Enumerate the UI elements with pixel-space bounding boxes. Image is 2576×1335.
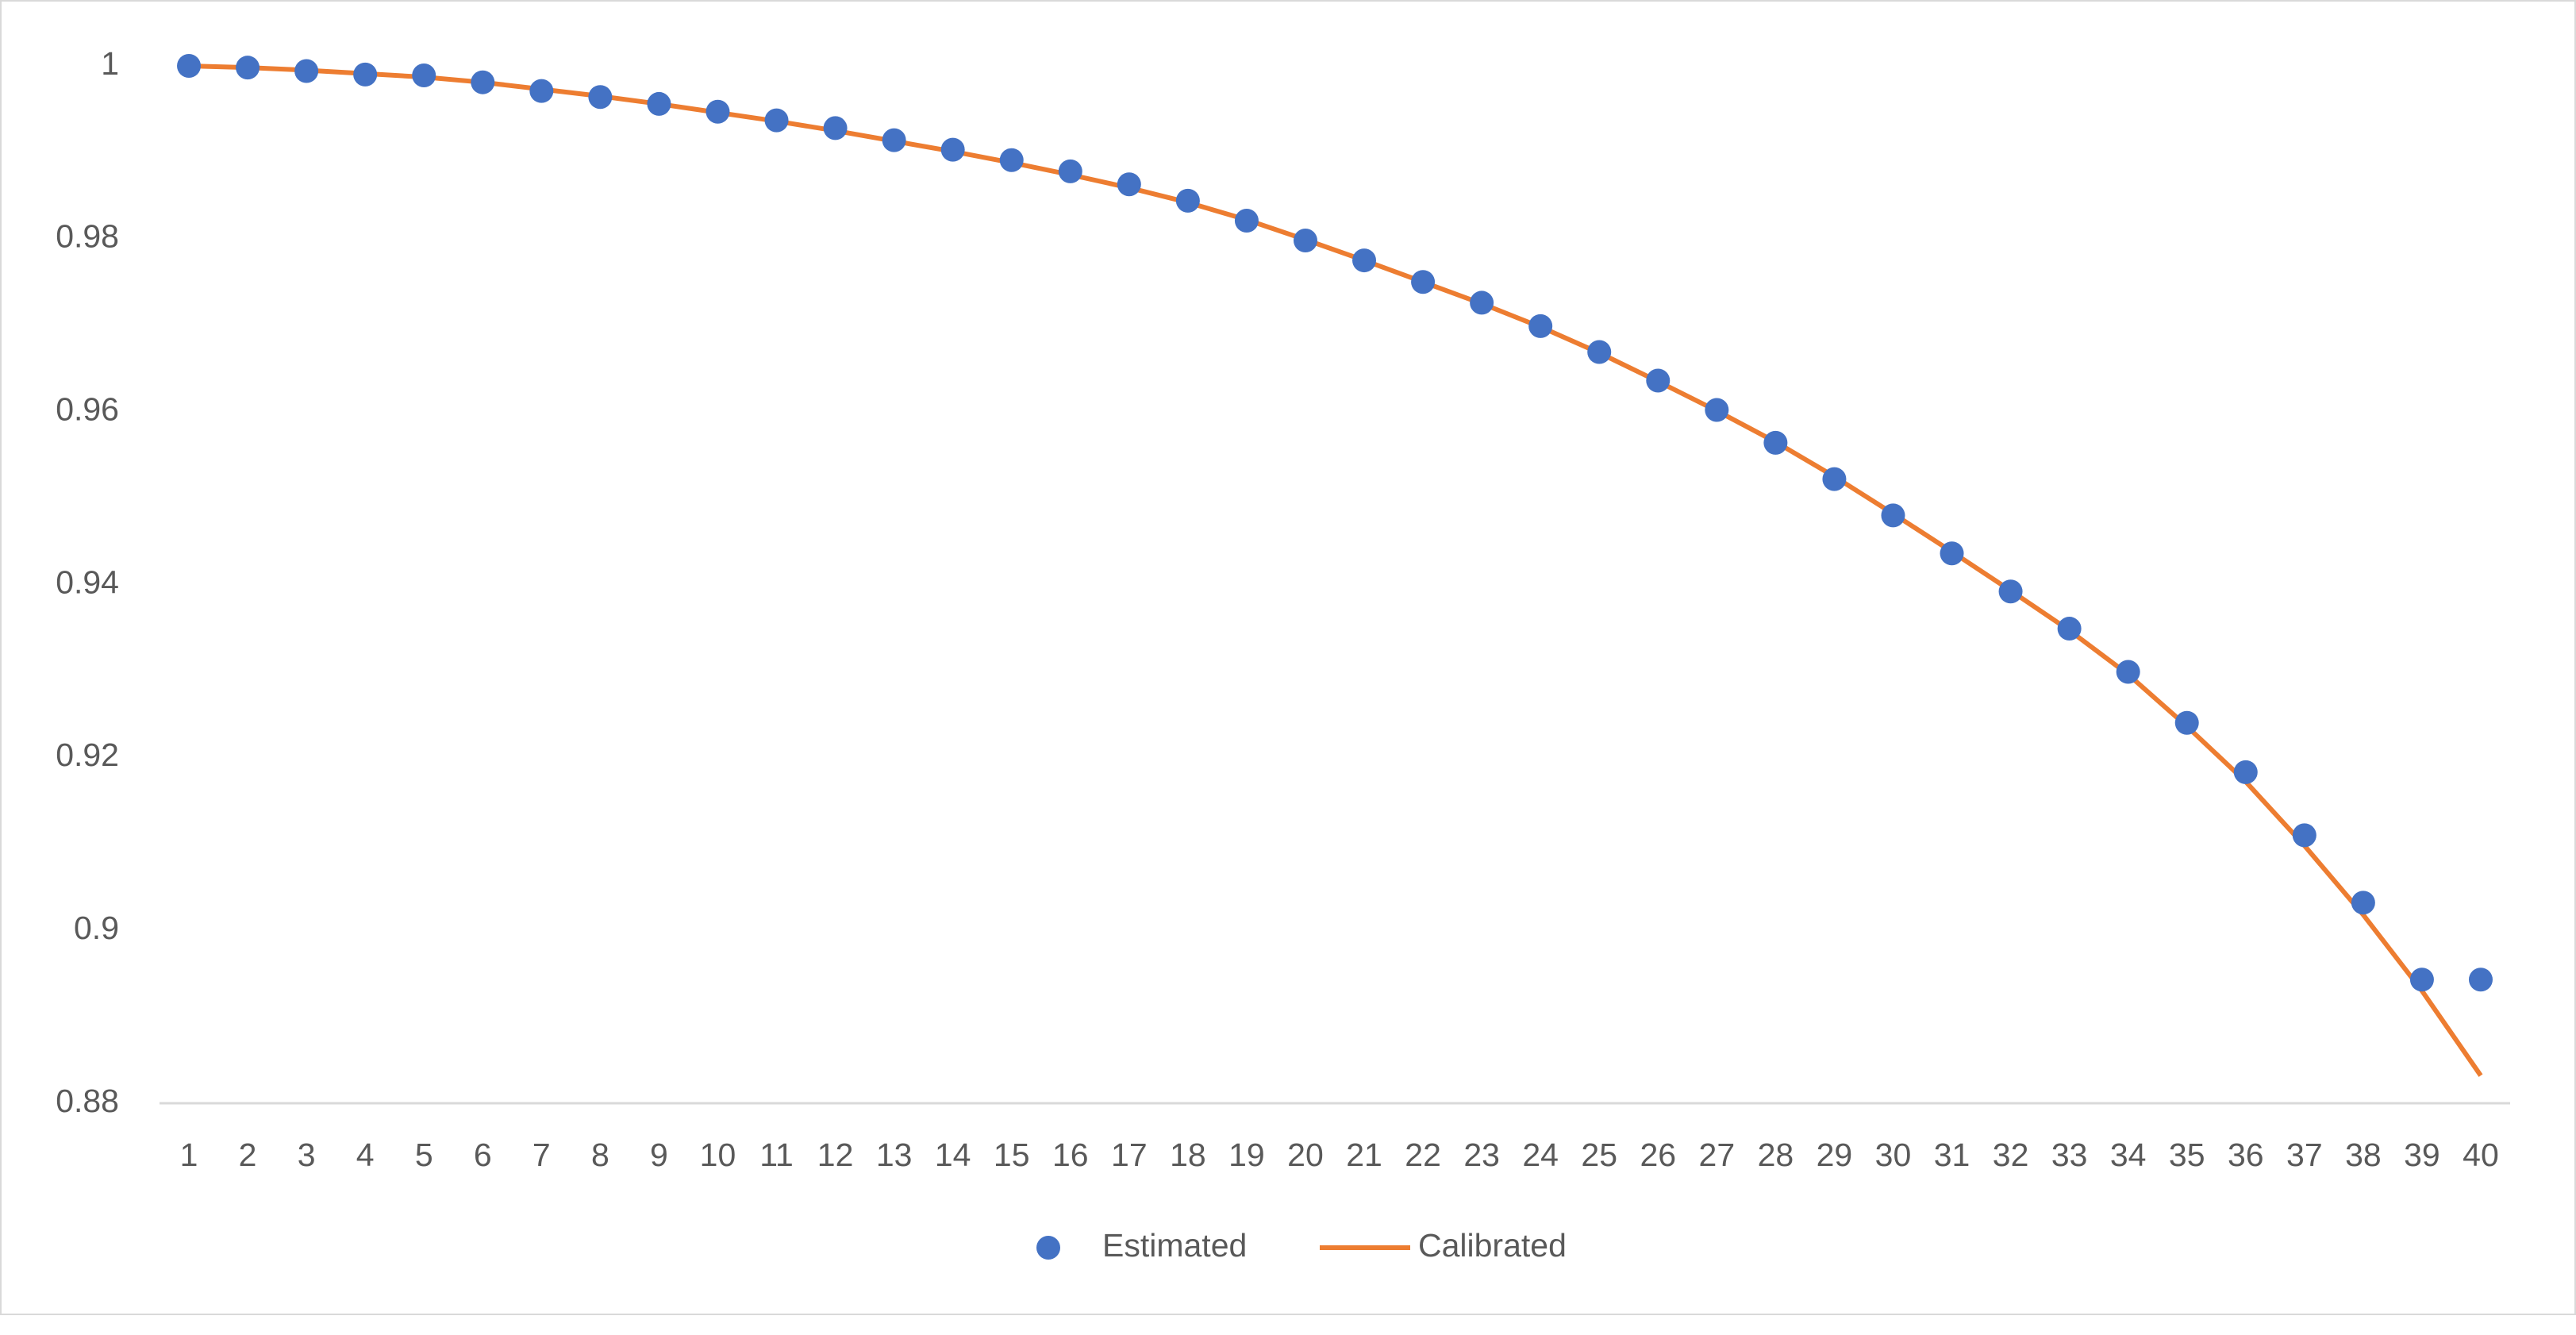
legend-marker [1036,1236,1060,1260]
x-tick-label: 13 [876,1137,913,1173]
x-tick-label: 23 [1463,1137,1500,1173]
x-tick-label: 16 [1052,1137,1089,1173]
x-tick-label: 3 [298,1137,316,1173]
x-tick-label: 40 [2463,1137,2499,1173]
x-tick-label: 6 [474,1137,492,1173]
data-point [2057,617,2082,641]
x-tick-label: 37 [2286,1137,2323,1173]
data-point [2292,823,2316,848]
data-point [588,85,613,110]
data-point [940,137,965,162]
x-tick-label: 33 [2051,1137,2088,1173]
x-tick-label: 28 [1758,1137,1794,1173]
y-tick-label: 0.94 [56,564,119,600]
x-tick-label: 26 [1640,1137,1676,1173]
data-point [1411,270,1436,294]
x-tick-label: 15 [994,1137,1030,1173]
y-tick-label: 0.9 [74,910,119,946]
data-point [1117,172,1141,197]
y-tick-label: 1 [101,45,119,82]
data-point [353,62,378,87]
y-tick-label: 0.88 [56,1083,119,1119]
data-point [2468,968,2493,992]
x-tick-label: 34 [2110,1137,2147,1173]
data-point [2351,891,2375,915]
x-tick-label: 18 [1170,1137,1206,1173]
data-point [1293,229,1317,253]
x-tick-label: 9 [650,1137,668,1173]
data-point [1058,159,1082,183]
x-tick-label: 14 [935,1137,971,1173]
legend-label: Calibrated [1418,1227,1567,1264]
data-point [2174,710,2199,735]
data-point [823,116,848,140]
x-tick-label: 19 [1228,1137,1265,1173]
data-point [2233,760,2258,784]
data-point [1470,290,1494,315]
data-point [764,108,789,133]
x-tick-label: 12 [817,1137,854,1173]
x-tick-label: 32 [1993,1137,2029,1173]
data-point [1881,503,1905,528]
x-tick-label: 11 [759,1137,794,1173]
x-tick-label: 22 [1405,1137,1441,1173]
data-point [1940,541,1964,566]
data-point [177,54,202,78]
data-point [999,148,1024,172]
x-tick-label: 10 [700,1137,736,1173]
x-tick-label: 39 [2404,1137,2440,1173]
y-tick-label: 0.98 [56,218,119,255]
x-tick-label: 20 [1287,1137,1324,1173]
data-point [647,91,671,116]
x-tick-label: 24 [1522,1137,1559,1173]
y-tick-label: 0.92 [56,737,119,773]
legend-label: Estimated [1102,1227,1247,1264]
x-tick-label: 7 [533,1137,551,1173]
y-tick-label: 0.96 [56,390,119,427]
x-tick-label: 8 [591,1137,609,1173]
x-tick-label: 38 [2345,1137,2382,1173]
x-tick-label: 17 [1111,1137,1148,1173]
data-point [1763,430,1788,455]
data-point [412,63,436,87]
data-point [236,56,260,80]
data-point [1822,467,1847,491]
data-point [1998,579,2023,604]
x-tick-label: 31 [1934,1137,1970,1173]
data-point [1234,208,1259,233]
x-tick-label: 36 [2228,1137,2264,1173]
line-series [188,63,2483,1077]
x-tick-label: 2 [239,1137,257,1173]
x-tick-label: 25 [1581,1137,1617,1173]
data-point [1587,340,1612,364]
data-point [706,99,730,124]
x-tick-label: 5 [415,1137,433,1173]
x-tick-label: 30 [1875,1137,1912,1173]
x-tick-label: 29 [1817,1137,1853,1173]
data-point [529,79,554,103]
data-point [471,70,495,94]
x-tick-label: 1 [180,1137,198,1173]
x-tick-label: 27 [1699,1137,1736,1173]
data-point [294,59,319,83]
data-point [1705,398,1729,422]
data-point [2116,660,2140,684]
data-point [882,128,906,152]
data-point [2409,968,2434,992]
data-point [1646,368,1671,393]
x-tick-label: 21 [1346,1137,1382,1173]
data-point [1175,188,1200,213]
data-point [1528,314,1553,338]
x-tick-label: 35 [2169,1137,2205,1173]
data-point [1352,248,1377,273]
x-tick-label: 4 [356,1137,375,1173]
